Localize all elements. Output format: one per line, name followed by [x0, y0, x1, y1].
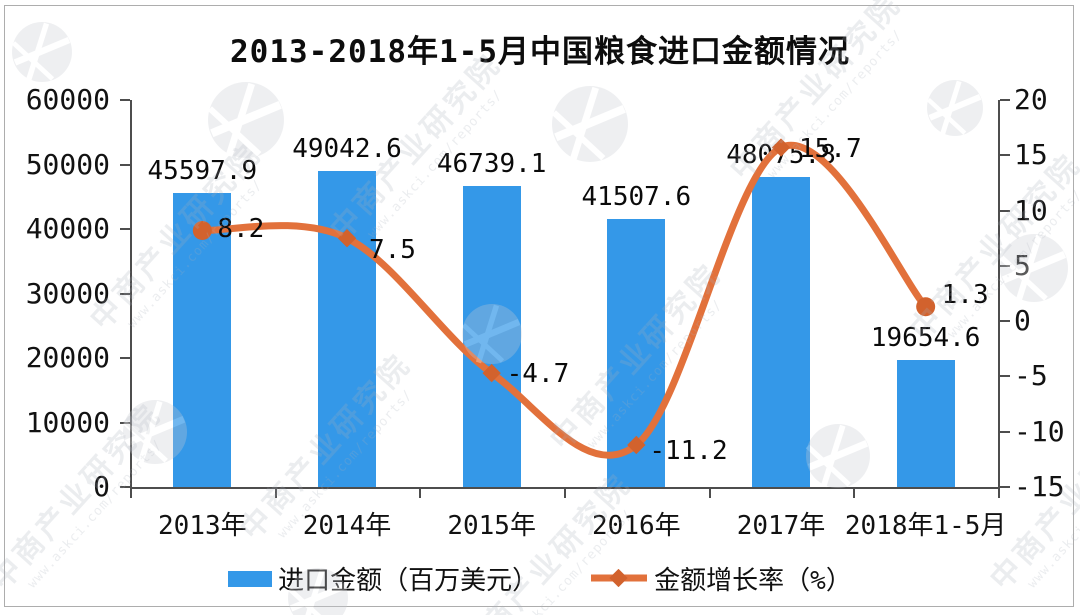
- bar-value-label: 19654.6: [870, 323, 981, 354]
- y-axis-left-tick-label: 40000: [25, 212, 110, 245]
- line-path: [202, 141, 929, 459]
- y-axis-right-tick-label: -10: [1014, 414, 1065, 448]
- legend-item-growth-rate[interactable]: 金额增长率（%）: [590, 560, 852, 597]
- y-axis-left-tick: [120, 421, 130, 424]
- bar-2018年1-5月[interactable]: [896, 360, 955, 487]
- y-axis-right: [998, 100, 1000, 487]
- y-axis-right-tick-label: 20: [1014, 83, 1048, 116]
- bar-2017年[interactable]: [752, 176, 810, 487]
- y-axis-left-tick-label: 60000: [25, 83, 110, 116]
- y-axis-left-tick-label: 10000: [25, 405, 110, 439]
- bar-2015年[interactable]: [462, 185, 521, 487]
- x-axis-category-label: 2018年1-5月: [844, 511, 1007, 541]
- bar-value-label: 41507.6: [581, 182, 692, 213]
- line-point-marker[interactable]: [916, 297, 936, 317]
- y-axis-right-tick: [1000, 99, 1010, 101]
- line-point-marker[interactable]: [627, 435, 646, 455]
- bar-value-label: 46739.1: [436, 148, 547, 179]
- y-axis-right-tick: [1000, 486, 1010, 488]
- line-value-label: 1.3: [941, 279, 989, 310]
- line-value-label: -4.7: [506, 359, 570, 390]
- y-axis-left-tick: [120, 486, 130, 488]
- line-value-label: 7.5: [369, 235, 416, 266]
- line-value-label: 8.2: [217, 214, 265, 245]
- line-point-marker[interactable]: [482, 363, 501, 383]
- x-axis-tick: [564, 489, 566, 498]
- line-point-marker[interactable]: [192, 220, 212, 240]
- y-axis-right-tick-label: -15: [1014, 470, 1065, 503]
- x-axis-category-label: 2015年: [447, 511, 536, 541]
- y-axis-right-tick: [1000, 430, 1010, 433]
- line-point-marker[interactable]: [771, 138, 791, 157]
- bar-2014年[interactable]: [318, 170, 376, 487]
- legend-line-label: 金额增长率（%）: [654, 566, 852, 596]
- line-point-marker[interactable]: [337, 229, 357, 248]
- y-axis-left-tick-label: 30000: [25, 276, 110, 310]
- x-axis-tick: [274, 489, 277, 498]
- line-value-label: -11.2: [649, 435, 728, 466]
- y-axis-left-tick: [120, 357, 130, 359]
- y-axis-right-tick: [1000, 154, 1010, 157]
- y-axis-right-tick-label: -5: [1014, 359, 1048, 393]
- y-axis-left-tick: [120, 163, 130, 166]
- x-axis-category-label: 2017年: [736, 511, 826, 541]
- y-axis-right-tick-label: 10: [1014, 193, 1048, 227]
- legend: 进口金额（百万美元） 金额增长率（%）: [0, 560, 1080, 597]
- y-axis-left-tick: [120, 99, 130, 101]
- bar-2013年[interactable]: [173, 192, 232, 487]
- x-axis-tick: [130, 489, 132, 498]
- x-axis: [130, 487, 1000, 489]
- x-axis-tick: [419, 489, 422, 498]
- bar-value-label: 49042.6: [292, 133, 402, 164]
- bar-series-swatch-icon: [228, 570, 273, 587]
- y-axis-right-tick: [1000, 264, 1010, 267]
- x-axis-category-label: 2014年: [302, 511, 392, 541]
- x-axis-tick: [708, 489, 711, 498]
- y-axis-left-tick-label: 50000: [25, 147, 110, 181]
- x-axis-tick: [853, 489, 856, 498]
- y-axis-left-tick: [120, 292, 130, 295]
- x-axis-category-label: 2013年: [158, 511, 247, 541]
- y-axis-left-tick-label: 20000: [25, 341, 110, 374]
- y-axis-right-tick: [1000, 320, 1010, 323]
- y-axis-right-tick: [1000, 375, 1010, 378]
- line-value-label: 15.7: [799, 133, 862, 164]
- legend-item-import-amount[interactable]: 进口金额（百万美元）: [228, 560, 538, 597]
- x-axis-category-label: 2016年: [592, 511, 681, 541]
- y-axis-left-tick-label: 0: [93, 470, 110, 503]
- chart-title: 2013-2018年1-5月中国粮食进口金额情况: [230, 34, 850, 70]
- bar-value-label: 45597.9: [147, 155, 258, 186]
- y-axis-right-tick: [1000, 209, 1010, 212]
- legend-bar-label: 进口金额（百万美元）: [278, 566, 539, 596]
- y-axis-left: [130, 100, 132, 487]
- y-axis-right-tick-label: 15: [1014, 138, 1048, 172]
- y-axis-right-tick-label: 0: [1014, 304, 1031, 338]
- y-axis-right-tick-label: 5: [1014, 248, 1031, 282]
- line-series-swatch-icon: [590, 564, 648, 594]
- x-axis-tick: [998, 489, 1000, 498]
- y-axis-left-tick: [120, 228, 130, 230]
